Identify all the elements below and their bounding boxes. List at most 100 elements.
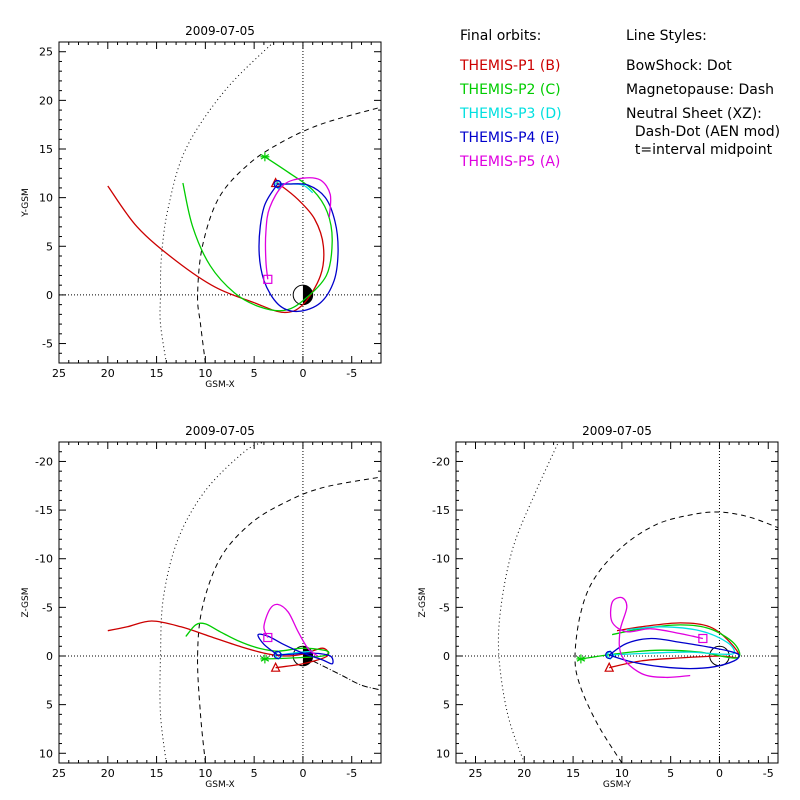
x-tick-label: 15: [150, 367, 164, 380]
y-tick-label: -20: [432, 455, 450, 468]
orbit-marker-p5: [263, 632, 273, 643]
x-tick-label: 20: [101, 767, 115, 780]
y-tick-label: 15: [39, 143, 53, 156]
y-tick-label: -10: [35, 553, 53, 566]
y-tick-label: 10: [436, 747, 450, 760]
chart-title: 2009-07-05: [185, 424, 255, 438]
orbit-line-p1: [107, 620, 330, 669]
y-tick-label: -5: [42, 601, 53, 614]
x-tick-label: 20: [101, 367, 115, 380]
orbit-line-p1: [609, 622, 740, 669]
x-tick-label: 0: [716, 767, 723, 780]
orbit-line-p4: [257, 633, 334, 665]
orbit-line-p5: [264, 177, 332, 280]
bowshock-curve: [159, 42, 275, 363]
plot-frame: [58, 41, 382, 364]
x-tick-label: 20: [517, 767, 531, 780]
orbit-line-p4: [258, 183, 339, 313]
y-tick-label: 0: [46, 650, 53, 663]
probe-legend-p5: THEMIS-P5 (A): [460, 154, 561, 170]
y-axis-label: Y-GSM: [21, 188, 31, 217]
y-tick-label: -15: [35, 504, 53, 517]
x-tick-label: 25: [52, 367, 66, 380]
orbit-line-p1: [107, 182, 325, 314]
orbit-panel-2: 25 20 15 10 5 0 -5 10 5 0 -5 -10 -15 -20 2009-07-05 GSM…: [21, 424, 382, 790]
neutral-sheet-curve: [302, 655, 381, 691]
styles-legend-title: Line Styles:: [626, 28, 707, 44]
orbit-panel-3: 25 20 15 10 5 0 -5 10 5 0 -5 -10 -15 -20 2009-07-05 GSM…: [418, 424, 779, 790]
legend-panel: Final orbits: THEMIS-P1 (B) THEMIS-P2 (C…: [0, 0, 800, 200]
y-tick-label: -5: [439, 601, 450, 614]
orbit-panel-1: 25 20 15 10 5 0 -5 -5 0 5 10 15 20 25 2009-07-05 GSM-X Y…: [21, 24, 382, 390]
orbit-marker-p5: [698, 633, 708, 644]
orbit-marker-p1: [270, 661, 281, 672]
x-tick-label: 15: [566, 767, 580, 780]
orbits-legend-title: Final orbits:: [460, 28, 542, 44]
x-axis-label: GSM-X: [205, 780, 234, 790]
probe-legend-p4: THEMIS-P4 (E): [460, 130, 560, 146]
probe-legend-p1: THEMIS-P1 (B): [460, 58, 561, 74]
x-tick-label: -5: [346, 367, 357, 380]
y-tick-label: -10: [432, 553, 450, 566]
x-tick-label: 5: [667, 767, 674, 780]
y-tick-label: 0: [46, 289, 53, 302]
x-tick-label: 10: [615, 767, 629, 780]
chart-title: 2009-07-05: [185, 24, 255, 38]
orbit-marker-p2: [576, 654, 586, 664]
bowshock-curve: [497, 442, 559, 763]
orbit-marker-p2: [260, 654, 270, 664]
x-axis-label: GSM-Y: [603, 780, 632, 790]
orbit-marker-p5: [263, 274, 273, 284]
x-axis-label: GSM-X: [205, 380, 234, 390]
y-tick-label: -15: [432, 504, 450, 517]
magnetopause-curve: [197, 106, 381, 363]
x-tick-label: 10: [198, 767, 212, 780]
style-dash-dot: Dash-Dot (AEN mod): [626, 124, 781, 140]
x-tick-label: 0: [299, 767, 306, 780]
y-tick-label: 20: [39, 94, 53, 107]
y-tick-label: 10: [39, 747, 53, 760]
earth-icon: [292, 284, 314, 306]
orbit-marker-p4: [273, 650, 282, 660]
chart-title: 2009-07-05: [582, 424, 652, 438]
magnetopause-curve: [197, 476, 381, 763]
y-tick-label: 5: [46, 240, 53, 253]
style-interval-midpoint: t=interval midpoint: [626, 142, 773, 158]
orbit-marker-p4: [605, 650, 614, 660]
y-tick-label: 25: [39, 46, 53, 59]
orbit-line-p2: [185, 622, 330, 660]
y-tick-label: -5: [42, 338, 53, 351]
y-tick-label: 5: [46, 699, 53, 712]
y-tick-label: 0: [443, 650, 450, 663]
y-tick-label: 10: [39, 192, 53, 205]
style-bowshock: BowShock: Dot: [626, 58, 732, 74]
probe-legend-p3: THEMIS-P3 (D): [460, 106, 562, 122]
orbit-line-p2: [182, 156, 333, 312]
style-magnetopause: Magnetopause: Dash: [626, 82, 775, 98]
x-tick-label: 15: [150, 767, 164, 780]
x-tick-label: -5: [346, 767, 357, 780]
y-tick-label: -20: [35, 455, 53, 468]
x-tick-label: 25: [469, 767, 483, 780]
orbit-marker-p2: [260, 152, 270, 162]
x-tick-label: -5: [763, 767, 774, 780]
orbit-line-p5: [263, 603, 318, 657]
x-tick-label: 0: [299, 367, 306, 380]
magnetopause-curve: [574, 511, 778, 763]
y-axis-label: Z-GSM: [21, 587, 31, 617]
y-axis-label: Z-GSM: [418, 587, 428, 617]
probe-legend-p2: THEMIS-P2 (C): [460, 82, 561, 98]
style-neutral-sheet: Neutral Sheet (XZ):: [626, 106, 762, 122]
orbit-marker-p1: [604, 661, 615, 672]
orbit-line-p4: [608, 637, 740, 670]
y-tick-label: 5: [443, 699, 450, 712]
x-tick-label: 5: [251, 367, 258, 380]
orbit-marker-p4: [273, 179, 282, 189]
x-tick-label: 25: [52, 767, 66, 780]
x-tick-label: 5: [251, 767, 258, 780]
x-tick-label: 10: [198, 367, 212, 380]
orbit-line-p5: [609, 596, 704, 679]
plot-frame: [58, 441, 382, 764]
plot-frame: [455, 441, 779, 764]
